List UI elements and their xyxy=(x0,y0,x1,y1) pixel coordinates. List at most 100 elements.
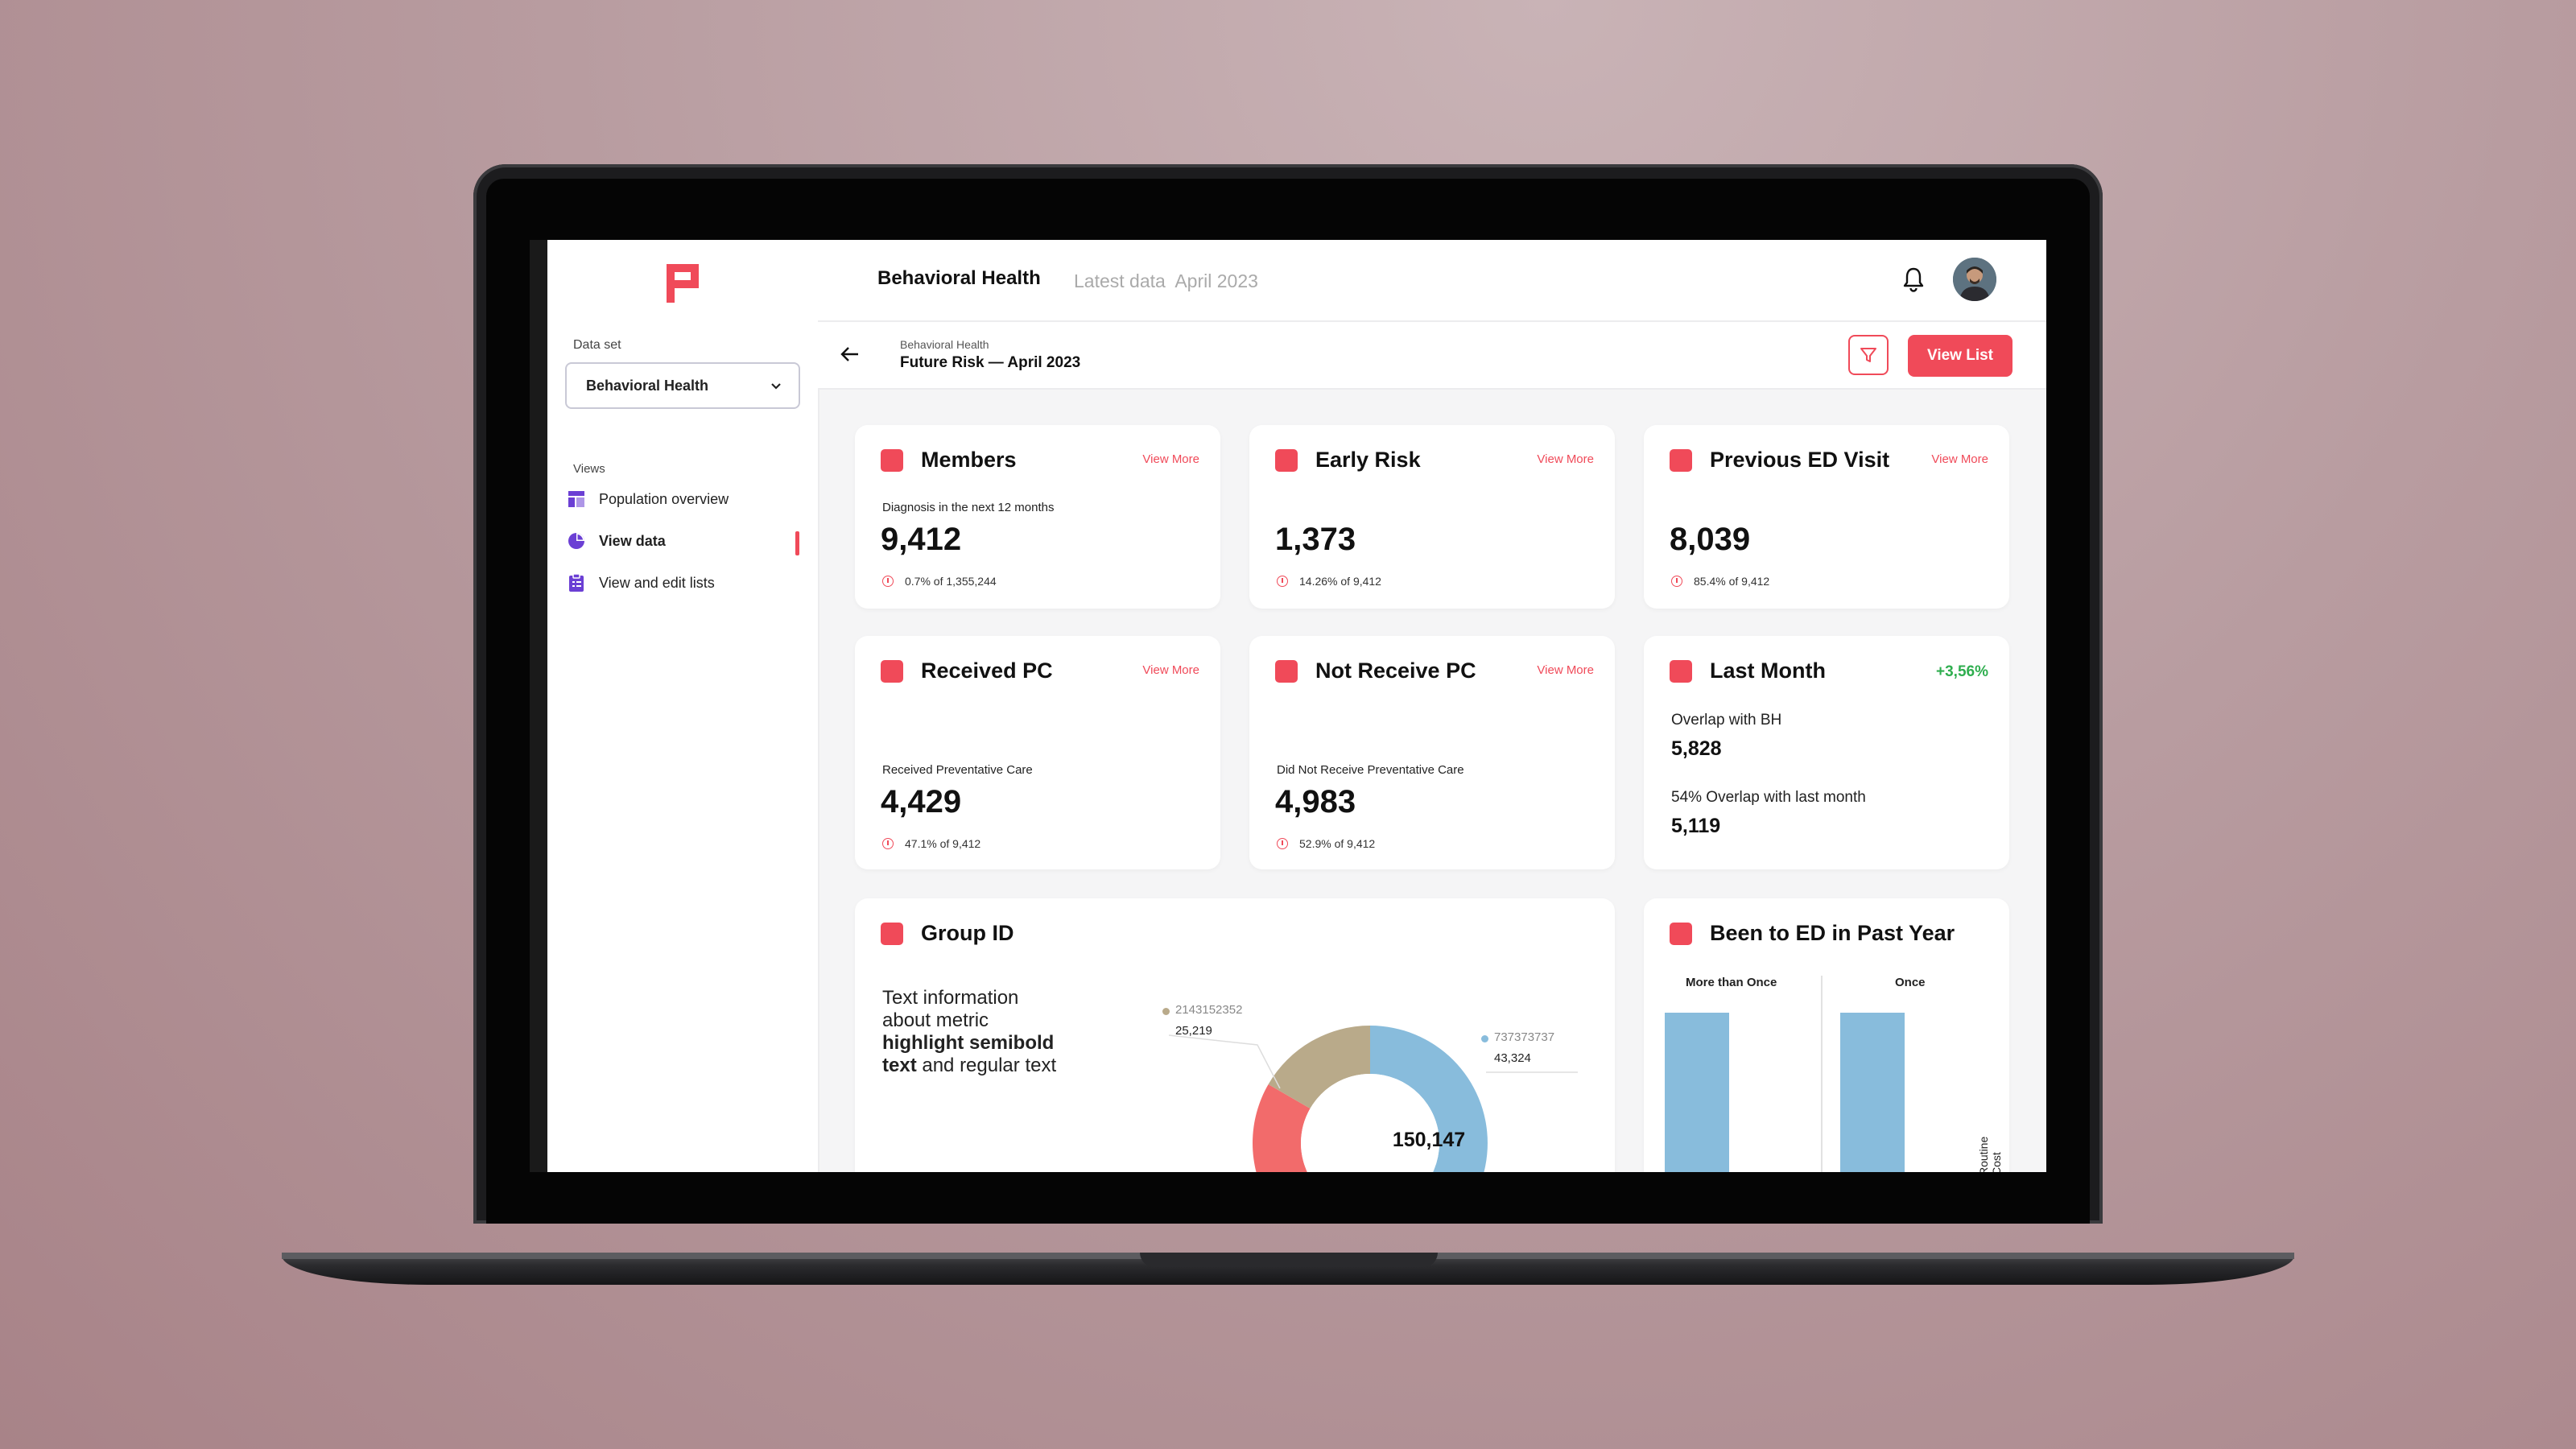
donut-segment-other[interactable] xyxy=(1253,1084,1370,1172)
view-more-link[interactable]: View More xyxy=(1931,452,1988,466)
card-title: Last Month xyxy=(1710,658,1826,683)
card-footnote: 14.26% of 9,412 xyxy=(1277,575,1381,588)
top-bar: Behavioral Health Latest data April 2023 xyxy=(818,240,2046,322)
avatar[interactable] xyxy=(1953,258,1996,301)
legend-dot xyxy=(1162,1008,1170,1015)
laptop-notch xyxy=(1140,1253,1438,1267)
dataset-label: Data set xyxy=(573,338,621,352)
chevron-down-icon xyxy=(771,383,781,390)
bar-chart-icon xyxy=(881,449,903,472)
not-receive-pc-card: Not Receive PC View More Did Not Receive… xyxy=(1249,636,1615,869)
bar-chart-icon xyxy=(881,923,903,945)
card-subtitle: Diagnosis in the next 12 months xyxy=(882,501,1055,514)
card-footnote: 0.7% of 1,355,244 xyxy=(882,575,997,588)
page-title: Behavioral Health xyxy=(877,267,1041,289)
card-subtitle: Received Preventative Care xyxy=(882,763,1033,777)
donut-label: 737373737 xyxy=(1494,1030,1555,1044)
column-header: More than Once xyxy=(1686,976,1777,989)
latest-data-label: Latest data April 2023 xyxy=(1074,270,1258,291)
window-edge xyxy=(530,240,547,1172)
sidebar-item-view-data[interactable]: View data xyxy=(567,525,808,557)
sidebar: Data set Behavioral Health Views Populat… xyxy=(547,240,819,1172)
card-subtitle: Did Not Receive Preventative Care xyxy=(1277,763,1464,777)
dataset-select-value: Behavioral Health xyxy=(586,377,709,394)
view-more-link[interactable]: View More xyxy=(1142,663,1199,677)
donut-hole xyxy=(1301,1074,1439,1172)
card-title: Previous ED Visit xyxy=(1710,448,1890,472)
overlap-label: Overlap with BH xyxy=(1671,712,1782,729)
info-icon xyxy=(1671,576,1682,587)
sidebar-item-label: View and edit lists xyxy=(599,574,715,591)
column-header: Once xyxy=(1895,976,1926,989)
card-footnote: 47.1% of 9,412 xyxy=(882,837,980,850)
card-footnote: 85.4% of 9,412 xyxy=(1671,575,1769,588)
filter-icon xyxy=(1860,348,1876,362)
brand-logo xyxy=(667,264,699,303)
views-label: Views xyxy=(573,462,605,476)
card-title: Members xyxy=(921,448,1017,472)
bar-chart-icon xyxy=(1670,660,1692,683)
sidebar-item-label: Population overview xyxy=(599,490,729,507)
members-card: Members View More Diagnosis in the next … xyxy=(855,425,1220,609)
sub-header: Behavioral Health Future Risk — April 20… xyxy=(818,322,2046,390)
view-more-link[interactable]: View More xyxy=(1537,663,1594,677)
pie-chart-icon xyxy=(567,531,586,551)
layout-icon xyxy=(567,489,586,509)
card-value: 4,429 xyxy=(881,784,962,819)
sidebar-item-population-overview[interactable]: Population overview xyxy=(567,483,808,515)
group-id-donut xyxy=(1168,1026,1578,1172)
breadcrumb[interactable]: Behavioral Health xyxy=(900,338,989,351)
card-value: 4,983 xyxy=(1275,784,1356,819)
donut-segment-737373737[interactable] xyxy=(1370,1026,1488,1172)
info-icon xyxy=(882,838,894,849)
dataset-select[interactable]: Behavioral Health xyxy=(565,362,800,409)
bar-chart-icon xyxy=(1670,449,1692,472)
bar-chart-icon xyxy=(1670,923,1692,945)
active-nav-indicator xyxy=(795,531,799,555)
card-value: 9,412 xyxy=(881,522,962,557)
column-divider xyxy=(1821,976,1823,1172)
sidebar-item-label: View data xyxy=(599,532,666,549)
card-title: Not Receive PC xyxy=(1315,658,1476,683)
bar-once[interactable] xyxy=(1840,1013,1905,1172)
previous-ed-visit-card: Previous ED Visit View More 8,039 85.4% … xyxy=(1644,425,2009,609)
last-month-card: Last Month +3,56% Overlap with BH 5,828 … xyxy=(1644,636,2009,869)
card-value: 1,373 xyxy=(1275,522,1356,557)
bar-chart-icon xyxy=(1275,660,1298,683)
info-icon xyxy=(1277,838,1288,849)
change-badge: +3,56% xyxy=(1936,663,1988,680)
card-title: Early Risk xyxy=(1315,448,1421,472)
bar-chart-icon xyxy=(881,660,903,683)
card-title: Received PC xyxy=(921,658,1053,683)
donut-segment-2143152352[interactable] xyxy=(1268,1026,1370,1108)
app-window: Data set Behavioral Health Views Populat… xyxy=(530,240,2046,1172)
group-id-card: Group ID Text information about metric h… xyxy=(855,898,1615,1172)
overlap-value: 5,828 xyxy=(1671,737,1722,760)
donut-value: 43,324 xyxy=(1494,1051,1531,1065)
bell-icon[interactable] xyxy=(1901,266,1926,293)
info-icon xyxy=(882,576,894,587)
leader-line xyxy=(1168,1034,1281,1089)
bar-chart-icon xyxy=(1275,449,1298,472)
received-pc-card: Received PC View More Received Preventat… xyxy=(855,636,1220,869)
overlap-last-month-value: 5,119 xyxy=(1671,815,1721,837)
early-risk-card: Early Risk View More 1,373 14.26% of 9,4… xyxy=(1249,425,1615,609)
donut-value: 25,219 xyxy=(1175,1024,1212,1038)
been-to-ed-card: Been to ED in Past Year More than Once O… xyxy=(1644,898,2009,1172)
view-more-link[interactable]: View More xyxy=(1142,452,1199,466)
clipboard-list-icon xyxy=(567,573,586,592)
sidebar-item-view-edit-lists[interactable]: View and edit lists xyxy=(567,567,808,599)
axis-label: Routine Cost xyxy=(1977,1136,2003,1172)
view-list-button[interactable]: View List xyxy=(1908,335,2013,377)
filter-button[interactable] xyxy=(1848,335,1889,375)
card-footnote: 52.9% of 9,412 xyxy=(1277,837,1375,850)
subheader-title: Future Risk — April 2023 xyxy=(900,354,1081,371)
overlap-last-month-label: 54% Overlap with last month xyxy=(1671,789,1866,806)
view-more-link[interactable]: View More xyxy=(1537,452,1594,466)
donut-label: 2143152352 xyxy=(1175,1003,1243,1017)
card-title: Group ID xyxy=(921,921,1014,945)
back-arrow-icon[interactable] xyxy=(839,343,861,365)
legend-dot xyxy=(1481,1035,1488,1042)
bar-more-than-once[interactable] xyxy=(1665,1013,1729,1172)
card-title: Been to ED in Past Year xyxy=(1710,921,1955,945)
